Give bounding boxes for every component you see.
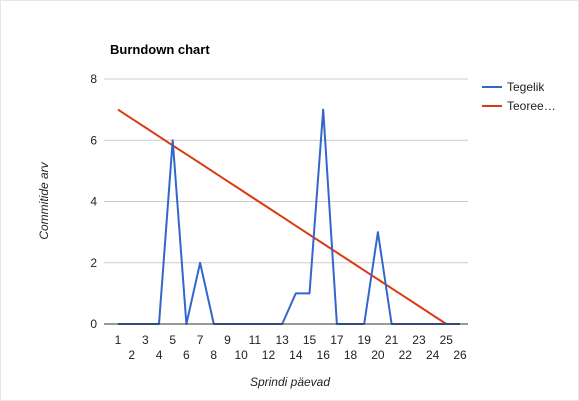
- y-tick-labels: 0 2 4 6 8: [90, 72, 97, 331]
- legend-label: Tegelik: [507, 80, 545, 94]
- x-tick-label: 12: [262, 348, 276, 362]
- y-axis-label: Commitide arv: [37, 161, 51, 239]
- x-tick-label: 23: [412, 333, 426, 347]
- y-tick-label: 2: [90, 256, 97, 270]
- y-tick-label: 8: [90, 72, 97, 86]
- x-tick-label: 24: [426, 348, 440, 362]
- x-tick-label: 18: [344, 348, 358, 362]
- x-tick-label: 6: [183, 348, 190, 362]
- x-tick-label: 22: [399, 348, 413, 362]
- x-tick-label: 4: [156, 348, 163, 362]
- x-tick-label: 5: [169, 333, 176, 347]
- chart-title: Burndown chart: [110, 42, 210, 57]
- x-axis-label: Sprindi päevad: [250, 375, 330, 389]
- x-tick-label: 10: [234, 348, 248, 362]
- grid-lines: [104, 78, 468, 264]
- x-tick-label: 17: [330, 333, 344, 347]
- x-tick-label: 9: [224, 333, 231, 347]
- y-tick-label: 0: [90, 317, 97, 331]
- x-tick-label: 3: [142, 333, 149, 347]
- x-tick-label: 13: [275, 333, 289, 347]
- x-tick-label: 8: [210, 348, 217, 362]
- y-tick-label: 6: [90, 133, 97, 147]
- x-tick-label: 19: [358, 333, 372, 347]
- x-tick-label: 14: [289, 348, 303, 362]
- x-tick-label: 2: [128, 348, 135, 362]
- series-line-teoree: [117, 108, 460, 325]
- x-tick-labels: 1234567891011121314151617181920212223242…: [115, 333, 467, 362]
- x-tick-label: 16: [317, 348, 331, 362]
- legend-label: Teoree…: [507, 99, 556, 113]
- x-tick-label: 20: [371, 348, 385, 362]
- y-tick-label: 4: [90, 195, 97, 209]
- x-tick-label: 7: [197, 333, 204, 347]
- series-line-tegelik: [118, 108, 460, 325]
- series-lines: [117, 108, 460, 325]
- x-tick-label: 25: [440, 333, 454, 347]
- x-tick-label: 1: [115, 333, 122, 347]
- x-tick-label: 11: [249, 333, 262, 347]
- legend: Tegelik Teoree…: [482, 80, 556, 113]
- x-tick-label: 21: [385, 333, 399, 347]
- x-tick-label: 26: [453, 348, 467, 362]
- x-tick-label: 15: [303, 333, 317, 347]
